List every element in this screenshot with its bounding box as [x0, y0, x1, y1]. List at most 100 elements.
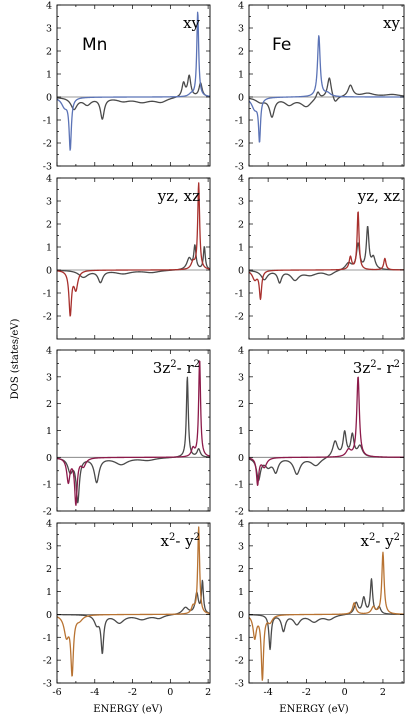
- orbital-dos-line: [249, 551, 404, 681]
- total-dos-line: [249, 225, 404, 284]
- y-tick-label: -2: [43, 507, 52, 518]
- y-tick-label: 2: [238, 220, 244, 231]
- plot-frame: [248, 4, 405, 167]
- x-tick-label: -4: [264, 687, 273, 698]
- panel-mn-3z2: -2 -1 0 1 2 3 4 3z2- r2: [43, 346, 211, 518]
- panel-mn-xy: -3 -2 -1 0 1 2 3 4 xy Mn: [43, 1, 211, 173]
- orbital-dos-line: [57, 182, 210, 317]
- y-tick-label: -1: [43, 633, 52, 644]
- y-tick-label: 1: [238, 587, 244, 598]
- y-tick-label: 0: [46, 93, 52, 104]
- y-axis-label: DOS (states/eV): [10, 319, 21, 400]
- y-tick-label: -1: [235, 480, 244, 491]
- y-tick-label: 4: [46, 174, 52, 185]
- x-tick-label: 2: [380, 687, 386, 698]
- y-tick-label: -1: [43, 289, 52, 300]
- y-tick-label: 1: [46, 70, 52, 81]
- y-tick-label: 2: [46, 399, 52, 410]
- element-label-mn: Mn: [82, 35, 107, 55]
- y-tick-label: 4: [238, 174, 244, 185]
- y-tick-label: 3: [238, 541, 244, 552]
- orbital-dos-line: [57, 11, 210, 151]
- y-tick-label: 3: [238, 197, 244, 208]
- y-tick-label: -1: [43, 480, 52, 491]
- x-axis-label-left: ENERGY (eV): [93, 704, 163, 715]
- y-tick-label: -1: [43, 116, 52, 127]
- y-tick-label: 3: [46, 372, 52, 383]
- panel-fe-xy: -3 -2 -1 0 1 2 3 4 xy Fe: [235, 1, 405, 173]
- orbital-label: x2- y2: [360, 532, 400, 550]
- total-dos-line: [57, 244, 210, 284]
- y-tick-label: 2: [46, 564, 52, 575]
- y-tick-label: 0: [46, 610, 52, 621]
- panel-mn-x2y2: -3 -2 -1 0 1 2 3 4 -6 -4 -2 0 2 x2- y2: [43, 519, 211, 699]
- panel-mn-yz_xz: -2 -1 0 1 2 3 4 yz, xz: [43, 174, 211, 340]
- y-tick-label: 2: [46, 47, 52, 58]
- x-tick-label: -4: [90, 687, 99, 698]
- y-tick-label: 1: [238, 243, 244, 254]
- y-tick-label: 2: [238, 47, 244, 58]
- y-tick-label: -1: [235, 116, 244, 127]
- y-tick-label: 0: [46, 266, 52, 277]
- y-tick-label: 3: [46, 197, 52, 208]
- orbital-label: yz, xz: [157, 187, 200, 205]
- y-tick-label: 4: [46, 1, 52, 12]
- y-tick-label: 0: [238, 266, 244, 277]
- x-tick-label: 0: [342, 687, 348, 698]
- y-tick-label: 4: [238, 346, 244, 357]
- y-tick-label: 1: [46, 243, 52, 254]
- orbital-label: yz, xz: [357, 187, 400, 205]
- y-tick-label: 2: [238, 399, 244, 410]
- y-tick-label: -3: [235, 679, 244, 690]
- panel-fe-3z2: -2 -1 0 1 2 3 4 3z2- r2: [235, 346, 405, 518]
- total-dos-line: [57, 579, 210, 655]
- orbital-dos-line: [249, 211, 404, 301]
- y-tick-label: 0: [238, 93, 244, 104]
- y-tick-label: 3: [46, 24, 52, 35]
- orbital-label: xy: [383, 14, 400, 32]
- y-tick-label: -3: [43, 679, 52, 690]
- y-tick-label: -1: [235, 289, 244, 300]
- y-tick-label: 4: [238, 1, 244, 12]
- panel-fe-x2y2: -3 -2 -1 0 1 2 3 4 -4 -2 0 2 x2- y2: [235, 519, 405, 698]
- y-tick-label: -2: [43, 139, 52, 150]
- orbital-label: x2- y2: [160, 532, 200, 550]
- orbital-label: 3z2- r2: [353, 359, 400, 377]
- orbital-dos-line: [57, 360, 210, 506]
- element-label-fe: Fe: [272, 35, 291, 55]
- y-tick-label: 3: [238, 372, 244, 383]
- y-tick-label: -3: [43, 162, 52, 173]
- y-tick-label: -2: [235, 139, 244, 150]
- x-tick-label: 2: [205, 687, 211, 698]
- y-tick-label: 1: [238, 70, 244, 81]
- y-tick-label: 1: [46, 587, 52, 598]
- x-tick-label: -2: [128, 687, 137, 698]
- panel-fe-yz_xz: -2 -1 0 1 2 3 4 yz, xz: [235, 174, 405, 340]
- orbital-dos-line: [249, 376, 404, 486]
- y-tick-label: 0: [46, 453, 52, 464]
- y-tick-label: -3: [235, 162, 244, 173]
- y-tick-label: 4: [46, 519, 52, 530]
- orbital-dos-line: [249, 35, 404, 143]
- y-tick-label: 2: [238, 564, 244, 575]
- y-tick-label: 3: [46, 541, 52, 552]
- y-tick-label: -2: [43, 656, 52, 667]
- total-dos-line: [249, 430, 404, 482]
- y-tick-label: -2: [43, 312, 52, 323]
- y-tick-label: -2: [235, 312, 244, 323]
- y-tick-label: -2: [235, 507, 244, 518]
- total-dos-line: [57, 376, 210, 504]
- x-tick-label: 0: [167, 687, 173, 698]
- panel-grid: -3 -2 -1 0 1 2 3 4 xy Mn -3 -2 -1 0 1 2 3 4 xy Fe -2 -1 0 1 2 3 4 y…: [43, 1, 405, 699]
- y-tick-label: 4: [238, 519, 244, 530]
- x-tick-label: -6: [52, 687, 61, 698]
- total-dos-line: [249, 77, 404, 118]
- orbital-label: xy: [183, 14, 200, 32]
- orbital-label: 3z2- r2: [153, 359, 200, 377]
- y-tick-label: -1: [235, 633, 244, 644]
- x-tick-label: -2: [302, 687, 311, 698]
- x-axis-label-right: ENERGY (eV): [279, 704, 349, 715]
- y-tick-label: 1: [46, 426, 52, 437]
- y-tick-label: 1: [238, 426, 244, 437]
